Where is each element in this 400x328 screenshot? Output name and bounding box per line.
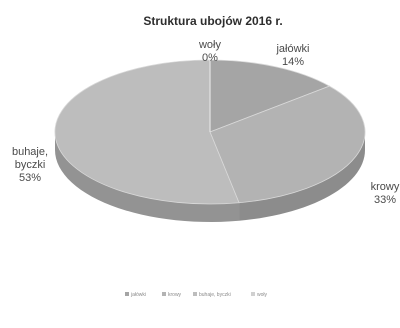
slice-label-krowy: krowy 33%	[371, 181, 400, 206]
slice-label-wo-y: woły 0%	[198, 39, 222, 64]
legend-swatch-ja-wki	[125, 292, 129, 296]
slice-label-buhaje-byczki: buhaje, byczki 53%	[12, 146, 48, 184]
slice-labels: jałówki 14% krowy 33% buhaje, byczki 53% woły 0%	[12, 39, 400, 206]
legend-swatch-buhaje-byczki	[193, 292, 197, 296]
legend-label-wo-y: woły	[257, 292, 268, 298]
legend-label-krowy: krowy	[168, 292, 182, 298]
pie-slices	[54, 59, 366, 205]
slice-side-buhaje-byczki	[55, 132, 240, 222]
slice-krowy	[209, 85, 366, 204]
slice-buhaje-byczki	[54, 59, 240, 205]
legend-label-ja-wki: jałówki	[130, 292, 146, 298]
slice-ja-wki	[209, 59, 331, 133]
slice-label-ja-wki: jałówki 14%	[275, 43, 309, 68]
legend-swatch-krowy	[162, 292, 166, 296]
chart-title: Struktura ubojów 2016 r.	[143, 14, 282, 28]
legend-label-buhaje-byczki: buhaje, byczki	[199, 292, 231, 298]
legend: jałówki krowy buhaje, byczki woły	[125, 292, 268, 298]
legend-swatch-wo-y	[251, 292, 255, 296]
